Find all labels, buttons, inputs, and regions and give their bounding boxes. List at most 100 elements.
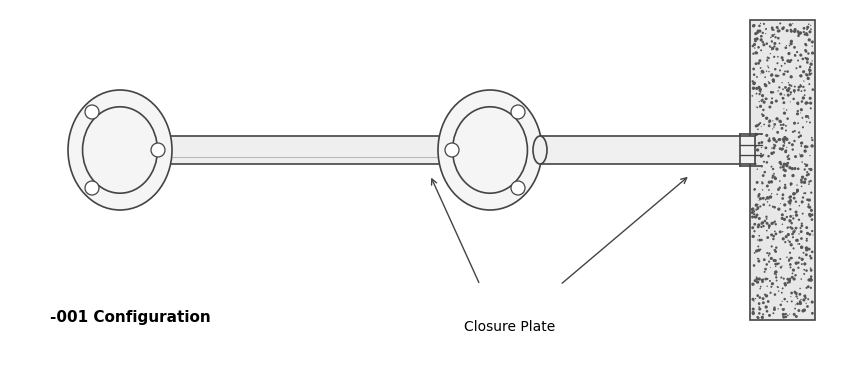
- Point: [779, 43, 793, 49]
- Point: [751, 206, 764, 212]
- Point: [800, 31, 813, 37]
- Point: [753, 28, 767, 34]
- Point: [794, 106, 808, 112]
- Point: [765, 179, 779, 185]
- Point: [802, 246, 816, 252]
- Point: [802, 37, 816, 43]
- Point: [782, 80, 796, 86]
- Point: [768, 66, 782, 72]
- Point: [781, 312, 795, 318]
- Point: [762, 79, 775, 85]
- Point: [755, 139, 768, 145]
- Point: [756, 97, 769, 103]
- Point: [774, 122, 788, 128]
- Point: [802, 67, 816, 72]
- Point: [787, 191, 801, 197]
- Point: [779, 182, 792, 188]
- Point: [792, 231, 806, 237]
- Point: [784, 198, 797, 204]
- Ellipse shape: [452, 107, 528, 193]
- Point: [762, 135, 776, 141]
- Point: [790, 49, 804, 55]
- Point: [799, 49, 813, 54]
- Point: [745, 151, 759, 157]
- Point: [792, 308, 806, 314]
- Point: [803, 120, 817, 125]
- Point: [774, 119, 787, 125]
- Point: [762, 225, 776, 231]
- Point: [786, 213, 800, 219]
- Point: [746, 309, 760, 315]
- Point: [777, 314, 790, 320]
- Point: [796, 199, 809, 205]
- Point: [765, 244, 779, 250]
- Ellipse shape: [82, 107, 157, 193]
- Point: [803, 67, 817, 73]
- Point: [802, 70, 816, 76]
- Point: [783, 165, 796, 171]
- Point: [788, 128, 802, 134]
- Point: [770, 261, 784, 267]
- Point: [770, 46, 784, 52]
- Point: [779, 311, 792, 317]
- Point: [772, 187, 785, 192]
- Point: [799, 41, 813, 47]
- Point: [779, 148, 793, 154]
- Point: [751, 293, 764, 298]
- Point: [788, 227, 802, 233]
- Point: [788, 138, 802, 144]
- Point: [792, 31, 806, 37]
- Point: [794, 297, 808, 302]
- Point: [768, 204, 781, 210]
- Point: [760, 293, 774, 299]
- Point: [802, 277, 816, 283]
- Point: [775, 80, 789, 86]
- Point: [768, 34, 782, 40]
- Point: [748, 228, 762, 234]
- Point: [756, 314, 769, 320]
- Point: [750, 131, 763, 137]
- Point: [765, 232, 779, 238]
- Point: [796, 56, 809, 62]
- Point: [802, 171, 815, 177]
- Point: [759, 276, 773, 282]
- Point: [778, 216, 791, 222]
- Point: [781, 92, 795, 98]
- Point: [801, 72, 814, 78]
- Point: [803, 71, 817, 77]
- Circle shape: [511, 105, 525, 119]
- Point: [748, 278, 762, 284]
- Point: [773, 137, 786, 142]
- Point: [803, 153, 817, 159]
- Point: [788, 28, 802, 34]
- Point: [779, 128, 793, 134]
- Point: [778, 92, 791, 98]
- Point: [747, 144, 761, 150]
- Point: [757, 42, 771, 48]
- Point: [792, 203, 806, 209]
- Point: [790, 293, 803, 299]
- Point: [803, 95, 817, 101]
- Point: [784, 92, 797, 98]
- Point: [799, 47, 813, 53]
- Point: [804, 277, 818, 283]
- Point: [762, 194, 776, 200]
- Point: [796, 84, 810, 90]
- Point: [795, 261, 808, 267]
- Point: [793, 286, 807, 291]
- Point: [760, 262, 774, 268]
- Point: [762, 223, 776, 229]
- Point: [769, 98, 783, 104]
- Point: [792, 84, 806, 90]
- Point: [751, 237, 764, 243]
- Point: [776, 311, 790, 317]
- Point: [804, 265, 818, 271]
- Point: [805, 58, 819, 64]
- Point: [790, 237, 804, 243]
- Point: [755, 164, 768, 170]
- Point: [768, 174, 782, 180]
- Point: [776, 146, 790, 152]
- Point: [783, 217, 796, 223]
- Point: [761, 63, 774, 69]
- Point: [779, 149, 792, 155]
